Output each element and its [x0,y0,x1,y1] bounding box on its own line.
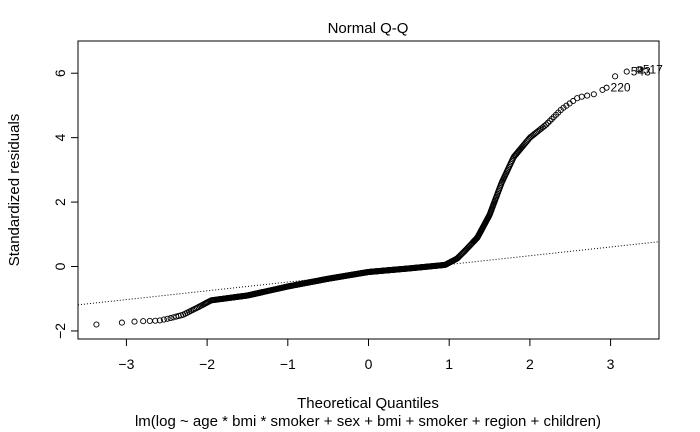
y-axis: −2 0 2 4 6 [52,69,78,339]
chart-subtitle: lm(log ~ age * bmi * smoker + sex + bmi … [135,413,601,430]
data-points [93,66,644,328]
qq-point [548,116,555,123]
qq-point [146,317,153,324]
x-tick-label: −1 [280,356,296,372]
qq-point [156,317,163,324]
qq-point [140,318,147,325]
qq-point [584,92,591,99]
outlier-label: 517 [643,62,663,76]
x-axis-title: Theoretical Quantiles [297,395,439,412]
outlier-point [603,84,610,91]
qq-point [164,315,171,322]
qq-point [637,66,644,73]
outlier-point [635,66,642,73]
x-tick-label: 0 [365,356,373,372]
qq-point [131,318,138,325]
qq-point [152,317,159,324]
plot-frame [77,40,660,340]
qq-point [541,122,548,130]
qq-point [546,117,553,125]
qq-point [590,91,597,98]
x-tick-label: 2 [526,356,534,372]
outlier-point [623,68,630,75]
x-axis: −3 −2 −1 0 1 2 3 [118,339,615,372]
chart-title: Normal Q-Q [328,20,409,37]
y-tick-label: 4 [52,134,68,142]
qq-point [612,73,619,80]
y-tick-label: 6 [52,69,68,77]
outlier-label: 543 [631,65,651,79]
x-tick-label: −2 [199,356,215,372]
y-tick-label: −2 [52,323,68,339]
qq-point [570,97,577,105]
y-tick-label: 0 [52,262,68,270]
qq-point [93,321,100,328]
y-axis-title: Standardized residuals [6,114,23,267]
qq-point [578,93,585,100]
outlier-label: 220 [611,81,631,95]
qq-point [160,316,167,323]
y-tick-label: 2 [52,198,68,206]
x-tick-label: 3 [607,356,615,372]
qq-point [544,119,552,126]
qq-point [167,315,174,322]
x-tick-label: −3 [118,356,134,372]
x-tick-label: 1 [445,356,453,372]
qq-point [543,121,550,128]
qq-point [118,319,125,326]
